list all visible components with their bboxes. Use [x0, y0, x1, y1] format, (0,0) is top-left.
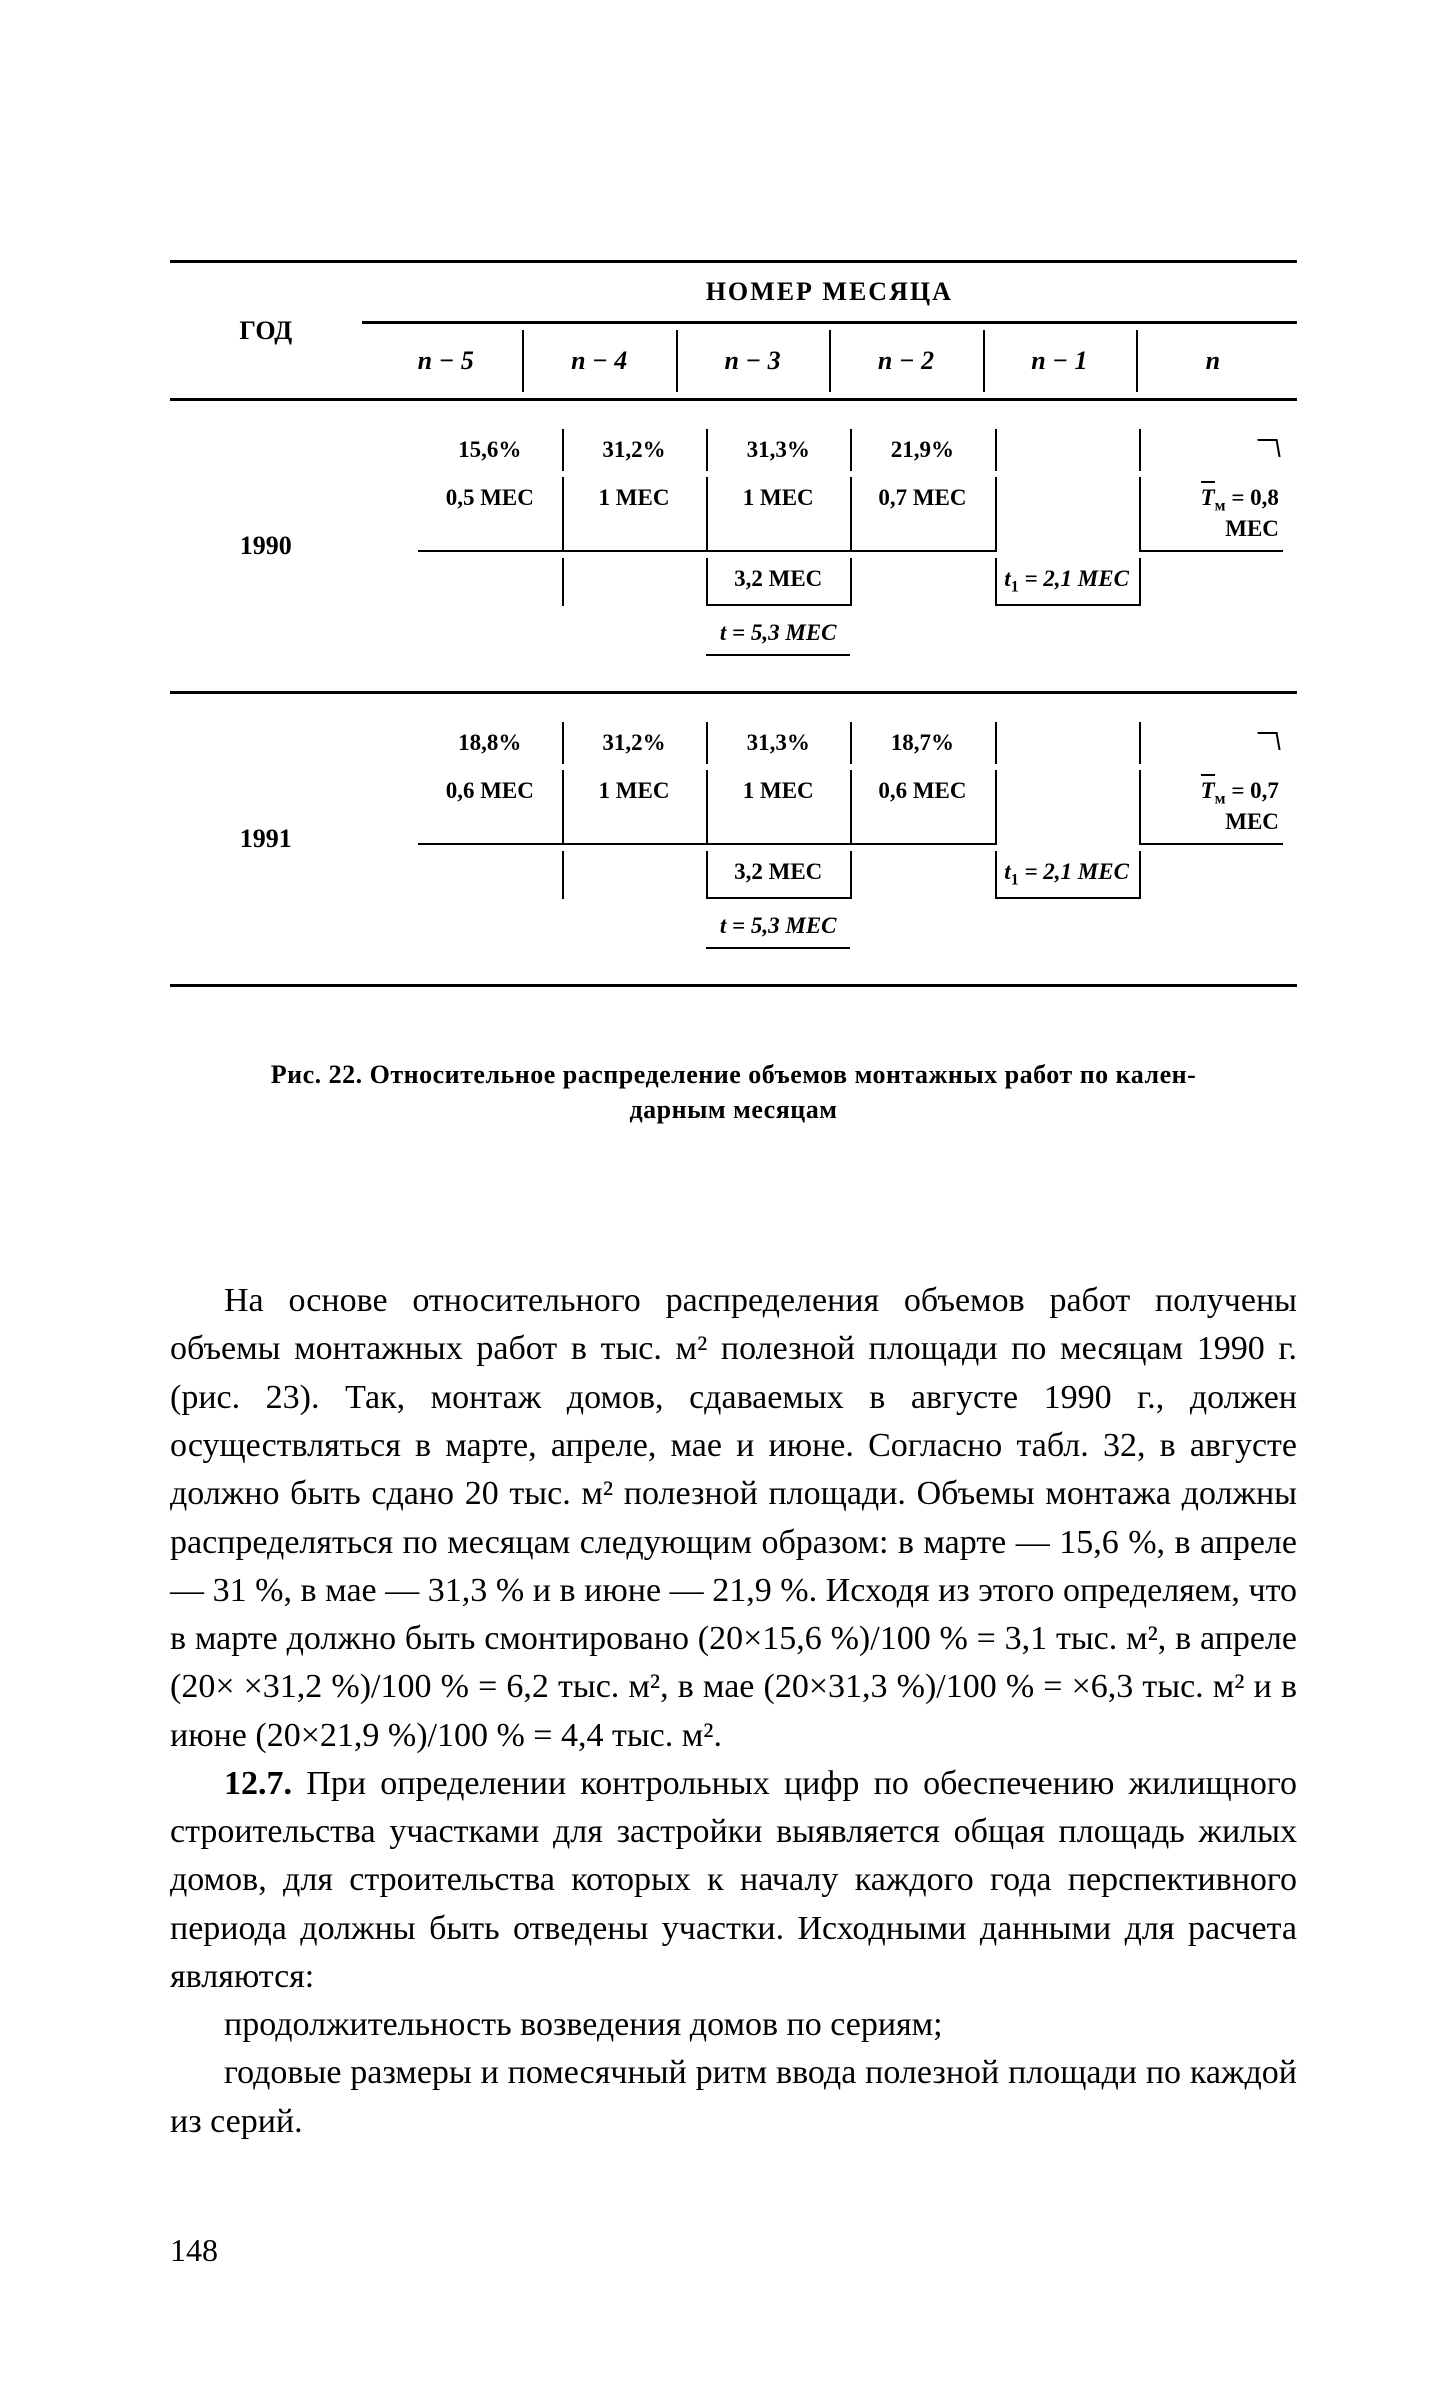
d-1990-3: 0,7 МЕС	[850, 477, 994, 552]
p-1991-3: 18,7%	[850, 722, 994, 764]
col-n-4: n − 4	[522, 324, 675, 398]
d-1991-1: 1 МЕС	[562, 770, 706, 845]
row-1991-total: t = 5,3 МЕС	[418, 905, 1297, 949]
paragraph-2-text: При определении контрольных цифр по обес…	[170, 1765, 1297, 1995]
p-1990-4	[995, 429, 1139, 471]
midsum-1991: 3,2 МЕС	[706, 851, 850, 900]
t1-1991: t1 = 2,1 МЕС	[995, 851, 1139, 900]
figure-caption-l2: дарным месяцам	[630, 1095, 838, 1124]
row-1991-mid: 3,2 МЕС t1 = 2,1 МЕС	[418, 851, 1297, 900]
row-1991-durations: 0,6 МЕС 1 МЕС 1 МЕС 0,6 МЕС Tм = 0,7 МЕС	[418, 770, 1297, 845]
row-1990-total: t = 5,3 МЕС	[418, 612, 1297, 656]
section-number: 12.7.	[224, 1765, 292, 1802]
header-month-columns: n − 5n − 4n − 3n − 2n − 1n	[362, 324, 1297, 400]
distribution-table: ГОД НОМЕР МЕСЯЦА n − 5n − 4n − 3n − 2n −…	[170, 260, 1297, 987]
data-1991: 18,8% 31,2% 31,3% 18,7% 0,6 МЕС 1 МЕС 1 …	[362, 693, 1297, 986]
figure-caption: Рис. 22. Относительное распределение объ…	[170, 1057, 1297, 1127]
d-1991-2: 1 МЕС	[706, 770, 850, 845]
p-1991-2: 31,3%	[706, 722, 850, 764]
d-1991-0: 0,6 МЕС	[418, 770, 562, 845]
year-1991: 1991	[170, 693, 362, 986]
p-1990-2: 31,3%	[706, 429, 850, 471]
p-1990-1: 31,2%	[562, 429, 706, 471]
d-1990-1: 1 МЕС	[562, 477, 706, 552]
d-1990-4	[995, 477, 1139, 552]
paragraph-3: продолжительность возведения домов по се…	[170, 2001, 1297, 2049]
t1-1990: t1 = 2,1 МЕС	[995, 558, 1139, 607]
p-1990-5	[1139, 429, 1283, 471]
paragraph-2: 12.7. При определении контрольных цифр п…	[170, 1760, 1297, 2001]
p-1991-0: 18,8%	[418, 722, 562, 764]
header-months-cell: НОМЕР МЕСЯЦА	[362, 262, 1297, 325]
p-1990-3: 21,9%	[850, 429, 994, 471]
header-year: ГОД	[170, 262, 362, 400]
d-1991-4	[995, 770, 1139, 845]
paragraph-4: годовые размеры и помесячный ритм ввода …	[170, 2049, 1297, 2146]
col-n-5: n − 5	[369, 324, 522, 398]
total-1991: t = 5,3 МЕС	[706, 905, 850, 949]
col-n: n	[1136, 324, 1289, 398]
d-1990-2: 1 МЕС	[706, 477, 850, 552]
page: ГОД НОМЕР МЕСЯЦА n − 5n − 4n − 3n − 2n −…	[0, 0, 1447, 2399]
midsum-1990: 3,2 МЕС	[706, 558, 850, 607]
total-1990: t = 5,3 МЕС	[706, 612, 850, 656]
d-1990-0: 0,5 МЕС	[418, 477, 562, 552]
year-1990: 1990	[170, 400, 362, 693]
col-n-3: n − 3	[676, 324, 829, 398]
row-1991-percents: 18,8% 31,2% 31,3% 18,7%	[418, 722, 1297, 764]
row-1990-durations: 0,5 МЕС 1 МЕС 1 МЕС 0,7 МЕС Tм = 0,8 МЕС	[418, 477, 1297, 552]
page-number: 148	[170, 2232, 218, 2269]
d-1990-Tm: Tм = 0,8 МЕС	[1139, 477, 1283, 552]
header-months-title: НОМЕР МЕСЯЦА	[362, 263, 1297, 324]
figure-number: Рис. 22.	[271, 1060, 363, 1089]
p-1991-4	[995, 722, 1139, 764]
row-1990-mid: 3,2 МЕС t1 = 2,1 МЕС	[418, 558, 1297, 607]
body-text: На основе относительного распределения о…	[170, 1277, 1297, 2146]
flag-icon	[1257, 732, 1280, 750]
p-1991-5	[1139, 722, 1283, 764]
col-n-1: n − 1	[983, 324, 1136, 398]
d-1991-3: 0,6 МЕС	[850, 770, 994, 845]
p-1990-0: 15,6%	[418, 429, 562, 471]
d-1991-Tm: Tм = 0,7 МЕС	[1139, 770, 1283, 845]
data-1990: 15,6% 31,2% 31,3% 21,9% 0,5 МЕС 1 МЕС 1 …	[362, 400, 1297, 693]
p-1991-1: 31,2%	[562, 722, 706, 764]
flag-icon	[1257, 439, 1280, 457]
col-n-2: n − 2	[829, 324, 982, 398]
figure-caption-l1: Относительное распределение объемов монт…	[370, 1060, 1197, 1089]
row-1990-percents: 15,6% 31,2% 31,3% 21,9%	[418, 429, 1297, 471]
paragraph-1: На основе относительного распределения о…	[170, 1277, 1297, 1760]
